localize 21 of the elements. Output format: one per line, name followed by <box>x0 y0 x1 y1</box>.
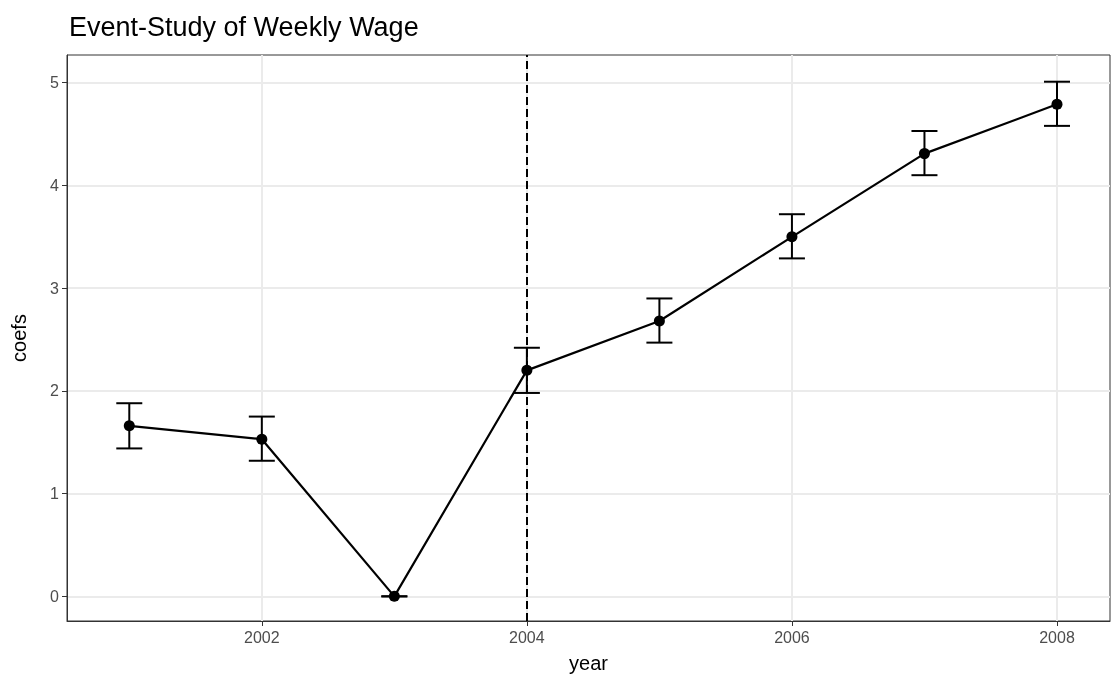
chart-title: Event-Study of Weekly Wage <box>69 11 419 42</box>
point <box>521 364 533 376</box>
y-axis-title: coefs <box>8 314 30 362</box>
y-tick-label: 2 <box>50 382 60 400</box>
y-tick-label: 0 <box>50 587 60 605</box>
point <box>388 590 400 602</box>
x-tick-label: 2008 <box>1039 628 1075 646</box>
x-tick-label: 2006 <box>774 628 810 646</box>
x-axis-title: year <box>569 652 609 674</box>
point <box>918 148 930 160</box>
y-tick-label: 1 <box>50 485 60 503</box>
point <box>123 420 135 432</box>
point <box>256 433 268 445</box>
x-tick-label: 2004 <box>509 628 545 646</box>
y-tick-label: 3 <box>50 279 60 297</box>
x-tick-label: 2002 <box>244 628 280 646</box>
y-tick-label: 5 <box>50 74 60 92</box>
point <box>653 315 665 327</box>
y-tick-label: 4 <box>50 176 60 194</box>
point <box>786 231 798 243</box>
point <box>1051 98 1063 110</box>
